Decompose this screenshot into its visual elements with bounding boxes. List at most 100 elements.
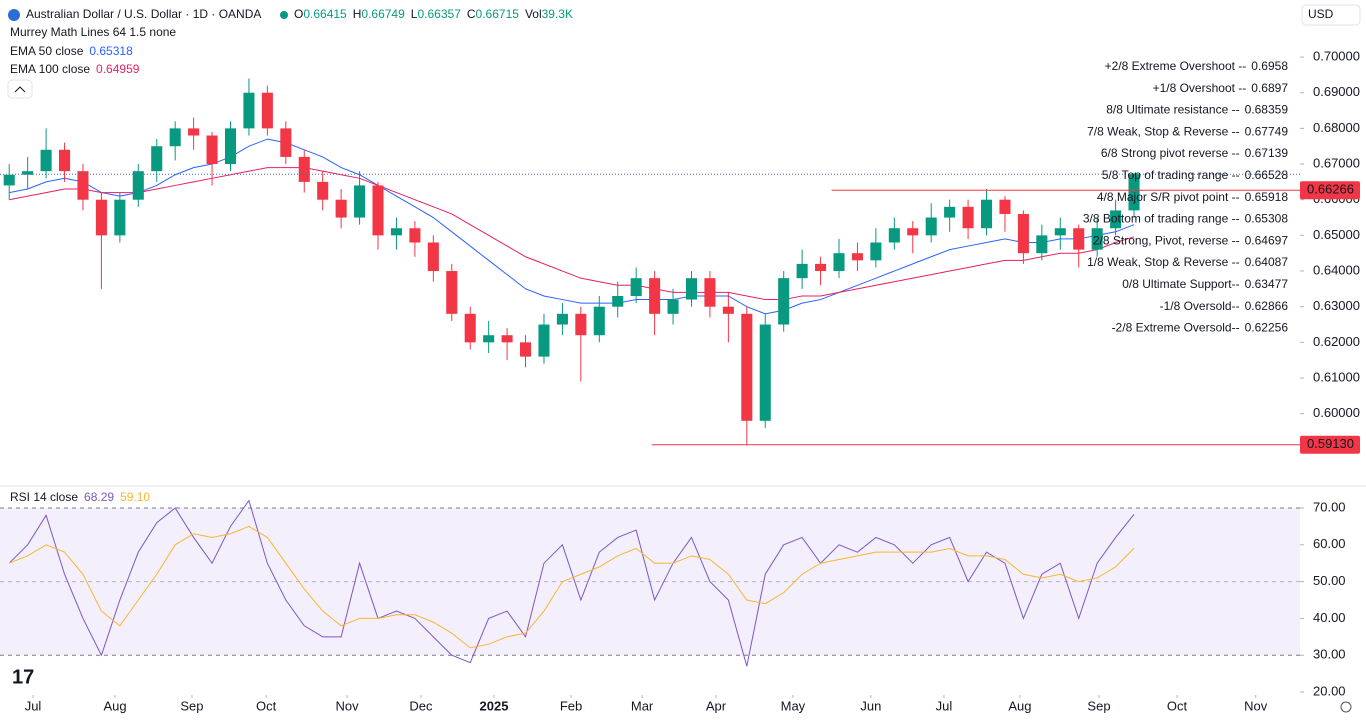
indicator-legend: EMA 50 close 0.65318 <box>10 44 133 58</box>
candle-body <box>446 271 458 314</box>
x-tick-label: May <box>781 698 806 713</box>
candle-body <box>538 324 550 357</box>
x-tick-label: Jun <box>860 698 881 713</box>
murrey-name: 8/8 Ultimate resistance -- <box>1106 103 1239 117</box>
x-tick-label: Dec <box>409 698 433 713</box>
candle-body <box>888 228 900 243</box>
x-tick-label: Sep <box>1087 698 1110 713</box>
candle-body <box>667 299 679 314</box>
quote-value: 0.66749 <box>361 7 405 21</box>
indicator-value: 0.65318 <box>89 44 133 58</box>
price-tag <box>1300 435 1360 454</box>
candle-body <box>206 135 218 165</box>
rsi-y-tick-label: 70.00 <box>1313 499 1346 514</box>
y-tick-label: 0.61000 <box>1313 369 1360 384</box>
candle-body <box>1054 228 1066 236</box>
murrey-label: 7/8 Weak, Stop & Reverse -- 0.67749 <box>1087 125 1288 139</box>
murrey-value: 0.65918 <box>1245 190 1289 204</box>
murrey-name: 0/8 Ultimate Support-- <box>1122 277 1239 291</box>
x-tick-label: Oct <box>256 698 277 713</box>
murrey-label: 2/8 Strong, Pivot, reverse -- 0.64697 <box>1093 234 1288 248</box>
y-tick-label: 0.69000 <box>1313 84 1360 99</box>
candle-body <box>612 295 624 307</box>
candle-body <box>999 199 1011 214</box>
currency[interactable]: USD <box>1308 7 1334 21</box>
quote-value: 39.3K <box>542 7 573 21</box>
indicator-legend: EMA 100 close 0.64959 <box>10 62 140 76</box>
symbol-icon <box>8 9 20 21</box>
murrey-name: 1/8 Weak, Stop & Reverse -- <box>1087 255 1240 269</box>
candle-body <box>77 171 89 200</box>
y-tick-label: 0.62000 <box>1313 334 1360 349</box>
candle-body <box>1073 228 1085 250</box>
y-tick-label: 0.60000 <box>1313 405 1360 420</box>
overlay-name: Murrey Math Lines 64 1.5 none <box>10 25 176 39</box>
price-tag-label: 0.66266 <box>1307 182 1354 197</box>
rsi-y-tick-label: 30.00 <box>1313 647 1346 662</box>
candle-body <box>907 228 919 236</box>
murrey-label: 1/8 Weak, Stop & Reverse -- 0.64087 <box>1087 255 1288 269</box>
candle-body <box>925 217 937 236</box>
candle-body <box>409 228 421 243</box>
rsi-legend-value: 68.29 <box>84 490 114 504</box>
candle-body <box>759 324 771 421</box>
candle-body <box>1091 228 1103 250</box>
candle-body <box>722 306 734 314</box>
candle-body <box>169 128 181 147</box>
candle-body <box>317 181 329 200</box>
y-tick-label: 0.68000 <box>1313 120 1360 135</box>
y-tick-label: 0.67000 <box>1313 155 1360 170</box>
candle-body <box>1110 210 1122 229</box>
rsi-name: RSI 14 close <box>10 490 78 504</box>
rsi-y-tick-label: 60.00 <box>1313 536 1346 551</box>
candle-body <box>593 306 605 336</box>
candle-body <box>335 199 347 218</box>
murrey-name: 2/8 Strong, Pivot, reverse -- <box>1093 234 1240 248</box>
candle-body <box>464 313 476 343</box>
x-tick-label: Apr <box>706 698 727 713</box>
murrey-value: 0.68359 <box>1245 103 1289 117</box>
murrey-value: 0.6958 <box>1251 59 1288 73</box>
collapse-icon <box>14 86 26 93</box>
x-tick-label: Nov <box>1244 698 1268 713</box>
y-tick-label: 0.63000 <box>1313 298 1360 313</box>
murrey-value: 0.67749 <box>1245 125 1289 139</box>
x-tick-label: Mar <box>631 698 654 713</box>
candle-body <box>501 335 513 343</box>
candle-body <box>280 128 292 157</box>
price-tag-label: 0.59130 <box>1307 436 1354 451</box>
quote: O0.66415 H0.66749 L0.66357 C0.66715 Vol39.3K <box>294 7 573 21</box>
indicator-name: EMA 100 close <box>10 62 90 76</box>
candle-body <box>851 253 863 261</box>
x-tick-label: Aug <box>1008 698 1031 713</box>
candle-body <box>962 206 974 229</box>
settings-icon[interactable] <box>1340 701 1352 713</box>
murrey-value: 0.65308 <box>1245 212 1289 226</box>
candle-body <box>649 278 661 314</box>
murrey-name: 6/8 Strong pivot reverse -- <box>1101 146 1240 160</box>
candle-body <box>685 278 698 300</box>
ema-line <box>9 138 1135 315</box>
candle-body <box>778 278 790 325</box>
quote-label: O <box>294 7 303 21</box>
indicator-name: EMA 50 close <box>10 44 84 58</box>
murrey-name: 7/8 Weak, Stop & Reverse -- <box>1087 125 1240 139</box>
candle-body <box>575 313 587 336</box>
candle-body <box>298 156 310 182</box>
quote-label: C <box>467 7 476 21</box>
collapse-button[interactable] <box>7 79 33 99</box>
rsi-y-tick-label: 20.00 <box>1313 683 1346 698</box>
price-tag <box>1300 181 1360 200</box>
murrey-value: 0.67139 <box>1245 146 1289 160</box>
murrey-value: 0.62866 <box>1245 299 1289 313</box>
candle-body <box>833 253 845 272</box>
candle-body <box>556 313 568 325</box>
quote-value: 0.66715 <box>476 7 520 21</box>
candle-body <box>1128 174 1140 211</box>
murrey-label: 5/8 Top of trading range -- 0.66528 <box>1102 168 1289 182</box>
candle-body <box>944 206 956 218</box>
murrey-value: 0.63477 <box>1245 277 1289 291</box>
murrey-name: 4/8 Major S/R pivot point -- <box>1097 190 1240 204</box>
currency-box[interactable] <box>1301 4 1361 26</box>
